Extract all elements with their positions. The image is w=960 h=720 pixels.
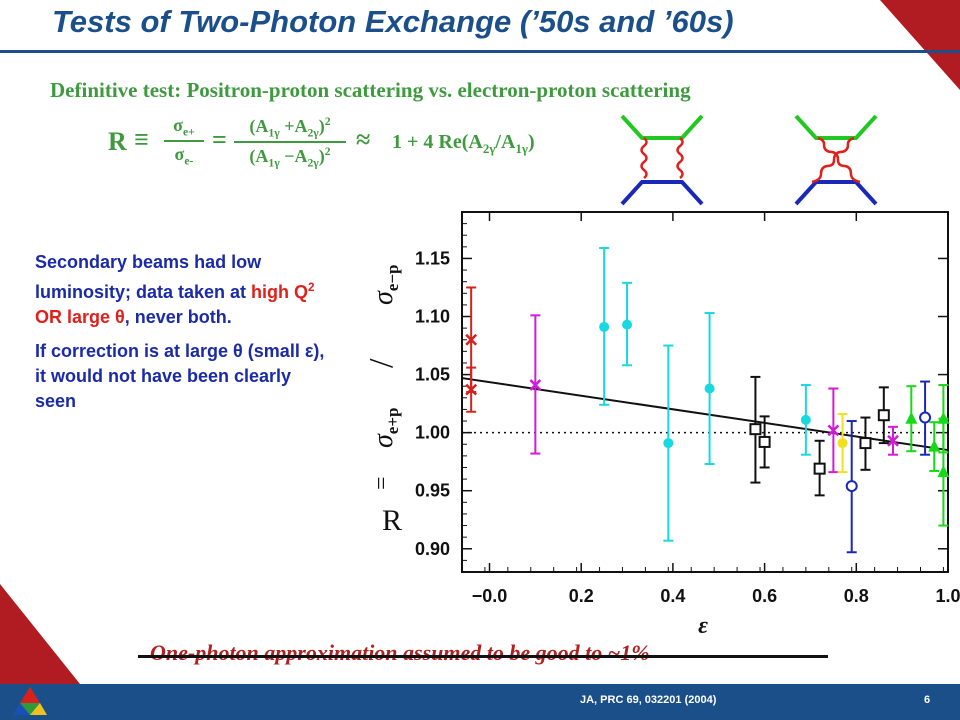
y-tick-label: 0.95 [415,481,450,501]
x-tick-label: 0.4 [660,586,685,606]
data-point [937,465,950,478]
y-tick-label: 1.15 [415,248,450,268]
ylabel-eq: = [369,476,395,490]
ylabel-num: σe+p [368,408,402,449]
page-number: 6 [924,694,931,706]
approximation-note: One-photon approximation assumed to be g… [150,640,650,665]
formula-eq: = [212,125,227,154]
reference-citation: JA, PRC 69, 032201 (2004) [580,694,717,706]
x-tick-label: 0.2 [569,586,594,606]
ylabel-slash: / [363,358,400,368]
x-tick-label: 0.6 [752,586,777,606]
ylabel-den: σe−p [368,265,402,306]
x-tick-label: 1.0 [935,586,960,606]
data-point [599,321,610,332]
data-point [887,434,899,447]
data-point [859,437,872,450]
data-point [663,438,674,449]
data-point [529,379,542,391]
corner-decoration [880,0,960,90]
luminosity-paragraph: Secondary beams had low luminosity; data… [35,252,315,327]
y-tick-label: 1.10 [415,307,450,327]
data-point [704,383,715,394]
footer-bar [0,684,960,720]
formula-R: R [108,127,127,156]
data-point [905,411,918,424]
formula-equiv: ≡ [134,125,149,154]
data-point [928,439,941,452]
data-point [749,423,762,436]
ratio-formula: R ≡ σe+ σe- = (A1γ +A2γ)2 (A1γ −A2γ)2 ≈ … [108,113,598,175]
data-point [837,438,848,449]
definitive-test-heading: Definitive test: Positron-proton scatter… [50,78,691,102]
data-point [813,462,826,475]
strike-line [138,655,828,658]
lab-logo-icon [13,687,47,715]
x-axis-label: ε [698,613,708,639]
amplitude-ratio: (A1γ +A2γ)2 (A1γ −A2γ)2 [234,115,346,169]
corner-decoration-bottom [0,584,80,684]
feynman-diagrams [620,114,878,206]
body-text: Secondary beams had low luminosity; data… [35,250,335,423]
data-point [465,383,478,396]
data-point [800,414,811,425]
formula-rhs: 1 + 4 Re(A2γ/A1γ) [392,131,535,156]
data-point [919,411,932,424]
x-tick-label: 0.8 [844,586,869,606]
data-point [758,435,771,448]
sigma-ratio: σe+ σe- [164,115,204,167]
correction-paragraph: If correction is at large θ (small ε), i… [35,341,325,411]
crossed-box-diagram [794,114,878,206]
data-point [622,319,633,330]
y-tick-label: 1.05 [415,365,450,385]
data-point [465,333,478,346]
ylabel-R: R [382,504,402,537]
data-point [827,424,840,437]
box-diagram [620,114,704,206]
slide-title: Tests of Two-Photon Exchange (’50s and ’… [52,4,734,39]
x-tick-label: −0.0 [472,586,508,606]
y-tick-label: 1.00 [415,423,450,443]
title-divider [0,50,960,53]
y-tick-label: 0.90 [415,539,450,559]
plot-frame [461,211,949,573]
data-point [845,480,858,493]
data-point [877,409,890,422]
formula-approx: ≈ [356,125,371,154]
y-axis-label: R = σe+p / σe−p [363,265,402,538]
